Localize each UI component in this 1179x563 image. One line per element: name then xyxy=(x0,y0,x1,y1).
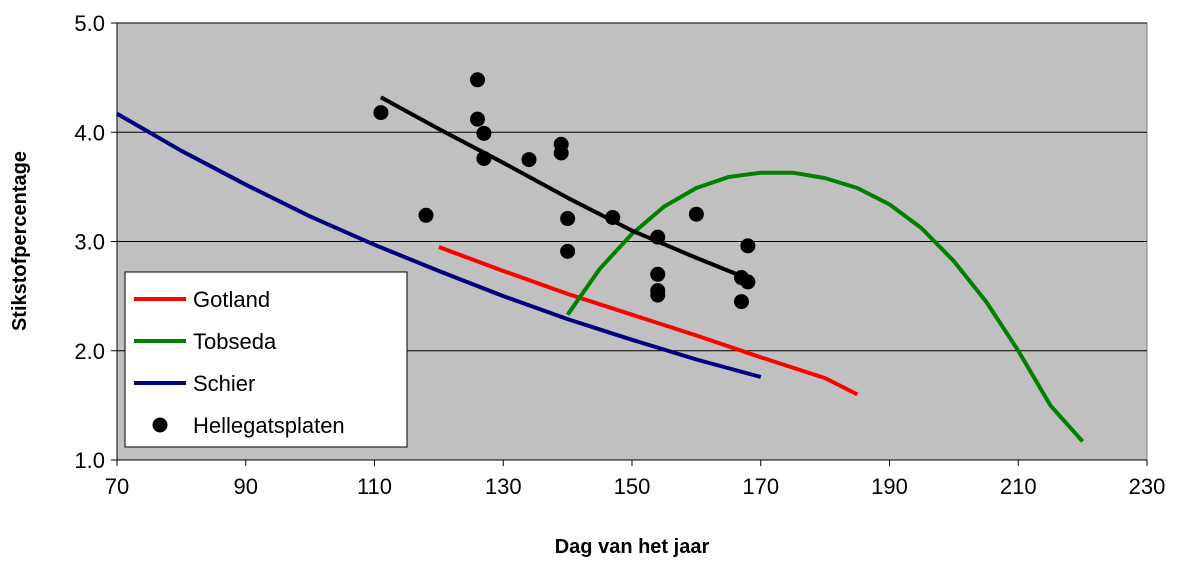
data-point-hellegatsplaten xyxy=(650,287,666,303)
legend-label-hellegatsplaten: Hellegatsplaten xyxy=(193,413,345,438)
series-line-trend-4 xyxy=(379,95,749,281)
data-point-hellegatsplaten xyxy=(560,243,576,259)
y-tick-label: 3.0 xyxy=(74,230,105,255)
data-point-hellegatsplaten xyxy=(740,238,756,254)
data-point-hellegatsplaten xyxy=(650,266,666,282)
tick-labels: 1.0 2.0 3.0 4.0 5.0 70 90 110 130 150 170 190 210 230 xyxy=(74,11,1165,499)
y-tick-label: 4.0 xyxy=(74,120,105,145)
data-point-hellegatsplaten xyxy=(733,294,749,310)
legend-box xyxy=(124,271,408,448)
data-point-hellegatsplaten xyxy=(553,145,569,161)
legend-label-tobseda: Tobseda xyxy=(193,329,277,354)
data-point-hellegatsplaten xyxy=(470,111,485,127)
x-tick-label: 190 xyxy=(871,474,908,499)
legend-label-gotland: Gotland xyxy=(193,287,270,312)
legend-swatch-hellegatsplaten xyxy=(152,417,168,433)
legend-label-schier: Schier xyxy=(193,371,255,396)
y-tick-label: 2.0 xyxy=(74,339,105,364)
data-point-hellegatsplaten xyxy=(560,211,576,227)
x-axis-title: Dag van het jaar xyxy=(555,536,710,558)
x-tick-label: 110 xyxy=(357,474,392,499)
data-point-hellegatsplaten xyxy=(521,152,537,168)
series-layer xyxy=(116,72,1085,443)
y-tick-label: 1.0 xyxy=(74,448,105,473)
axes xyxy=(111,22,1148,466)
series-line-gotland xyxy=(438,245,859,397)
data-point-hellegatsplaten xyxy=(418,207,434,223)
x-tick-label: 170 xyxy=(742,474,779,499)
x-tick-label: 90 xyxy=(234,474,258,499)
y-axis-title: Stikstofpercentage xyxy=(9,151,31,331)
x-tick-label: 130 xyxy=(485,474,522,499)
data-point-hellegatsplaten xyxy=(688,206,704,222)
series-line-tobseda xyxy=(565,170,1085,443)
x-tick-label: 150 xyxy=(614,474,651,499)
x-tick-label: 230 xyxy=(1129,474,1166,499)
x-tick-label: 210 xyxy=(1000,474,1037,499)
data-point-hellegatsplaten xyxy=(470,72,485,88)
legend: Gotland Tobseda Schier Hellegatsplaten xyxy=(124,271,408,448)
data-point-hellegatsplaten xyxy=(373,105,389,121)
x-tick-label: 70 xyxy=(105,474,129,499)
y-tick-label: 5.0 xyxy=(74,11,105,36)
data-point-hellegatsplaten xyxy=(476,125,492,141)
series-line-schier xyxy=(116,111,762,379)
